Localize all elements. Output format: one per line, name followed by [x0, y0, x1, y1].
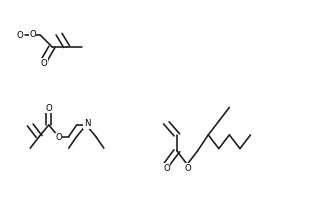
Text: O: O	[185, 164, 192, 173]
Text: O: O	[55, 133, 62, 142]
Text: O: O	[29, 30, 36, 39]
Text: N: N	[84, 119, 90, 128]
Text: O: O	[16, 31, 23, 40]
Text: O: O	[41, 58, 48, 67]
Text: O: O	[163, 164, 170, 173]
Text: O: O	[41, 59, 47, 68]
Text: O: O	[46, 104, 52, 113]
